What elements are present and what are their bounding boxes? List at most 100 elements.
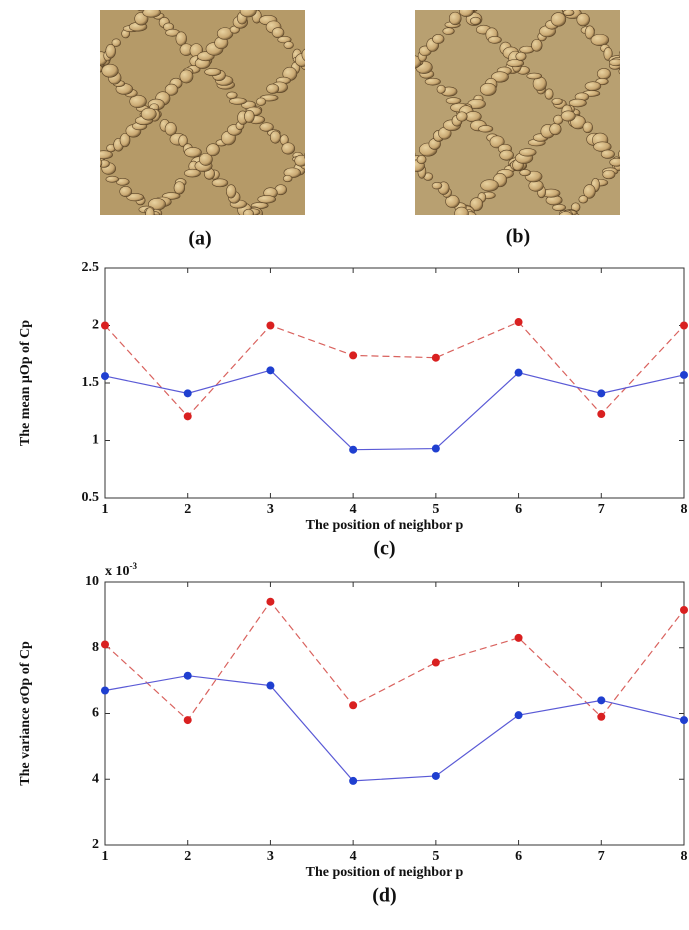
texture-bead [0,158,4,168]
texture-bead [119,186,133,197]
texture-bead [490,274,507,288]
texture-bead [167,284,183,296]
texture-bead [18,237,32,244]
texture-bead [333,36,344,43]
texture-bead [475,223,483,234]
texture-bead [45,210,54,218]
data-point [266,366,275,375]
texture-bead [109,272,119,285]
texture-bead [0,159,4,171]
texture-bead [328,36,338,48]
texture-bead [652,299,666,309]
texture-bead [204,68,222,76]
texture-bead [379,185,392,198]
texture-bead [19,183,30,196]
texture-bead [389,247,399,255]
x-axis-label: The position of neighbor p [306,865,464,880]
texture-bead [12,75,24,83]
texture-bead [478,125,494,133]
texture-bead [378,85,389,93]
data-point [431,444,440,453]
texture-bead [477,295,490,304]
texture-bead [137,298,146,309]
texture-bead [251,311,263,319]
texture-bead [337,229,346,242]
texture-bead [534,236,551,248]
texture-bead [44,312,56,320]
texture-bead [560,110,576,122]
texture-bead [320,242,330,252]
texture-bead [496,271,512,278]
texture-bead [191,268,204,279]
texture-bead [388,70,403,77]
texture-bead [324,31,334,43]
texture-bead [374,124,390,132]
texture-bead [239,303,249,312]
texture-bead [470,16,482,25]
texture-bead [637,82,653,91]
texture-bead [567,309,578,317]
texture-bead [66,285,81,291]
texture-bead [590,33,610,46]
texture-bead [403,61,413,67]
texture-bead [363,1,377,9]
texture-bead [0,59,6,69]
texture-bead [634,234,649,245]
texture-bead [410,266,426,273]
y-tick-label: 1 [92,433,99,448]
texture-bead [40,108,56,115]
texture-bead [184,168,201,178]
texture-bead [429,238,446,248]
texture-bead [519,169,531,177]
texture-bead [177,277,192,284]
texture-bead [513,265,522,272]
texture-bead [8,240,24,254]
texture-bead [350,218,368,225]
texture-bead [667,105,677,115]
texture-bead [363,202,376,209]
x-tick-label: 7 [598,849,605,864]
texture-bead [26,295,40,303]
texture-bead [376,136,390,150]
texture-bead [376,236,389,243]
texture-bead [402,59,410,65]
texture-bead [487,35,502,44]
texture-bead [330,180,342,188]
texture-bead [389,172,403,181]
x-axis-label: The position of neighbor p [306,518,464,533]
texture-image-a [100,10,305,215]
texture-bead [390,48,402,58]
texture-bead [39,312,56,318]
texture-bead [317,34,332,48]
texture-bead [38,117,49,126]
texture-bead [234,0,249,1]
texture-bead [671,111,681,124]
texture-bead [196,258,212,268]
texture-bead [346,310,361,324]
texture-bead [401,154,410,166]
data-point [183,716,192,725]
texture-bead [424,245,434,259]
data-point [349,445,358,454]
data-point [101,321,109,330]
panel-caption: (a) [188,228,211,250]
texture-bead [396,276,406,283]
data-point [431,658,440,667]
texture-bead [0,57,6,71]
texture-bead [645,90,662,99]
texture-bead [670,100,683,112]
texture-bead [406,57,415,65]
texture-bead [530,279,542,292]
y-tick-label: 8 [92,640,99,655]
texture-bead [631,178,647,191]
texture-bead [141,215,149,225]
texture-bead [84,172,96,183]
data-point [183,671,192,680]
texture-bead [445,294,454,301]
texture-bead [557,219,568,229]
texture-bead [354,112,372,121]
texture-bead [676,224,689,232]
texture-bead [38,111,55,120]
texture-bead [519,246,535,260]
